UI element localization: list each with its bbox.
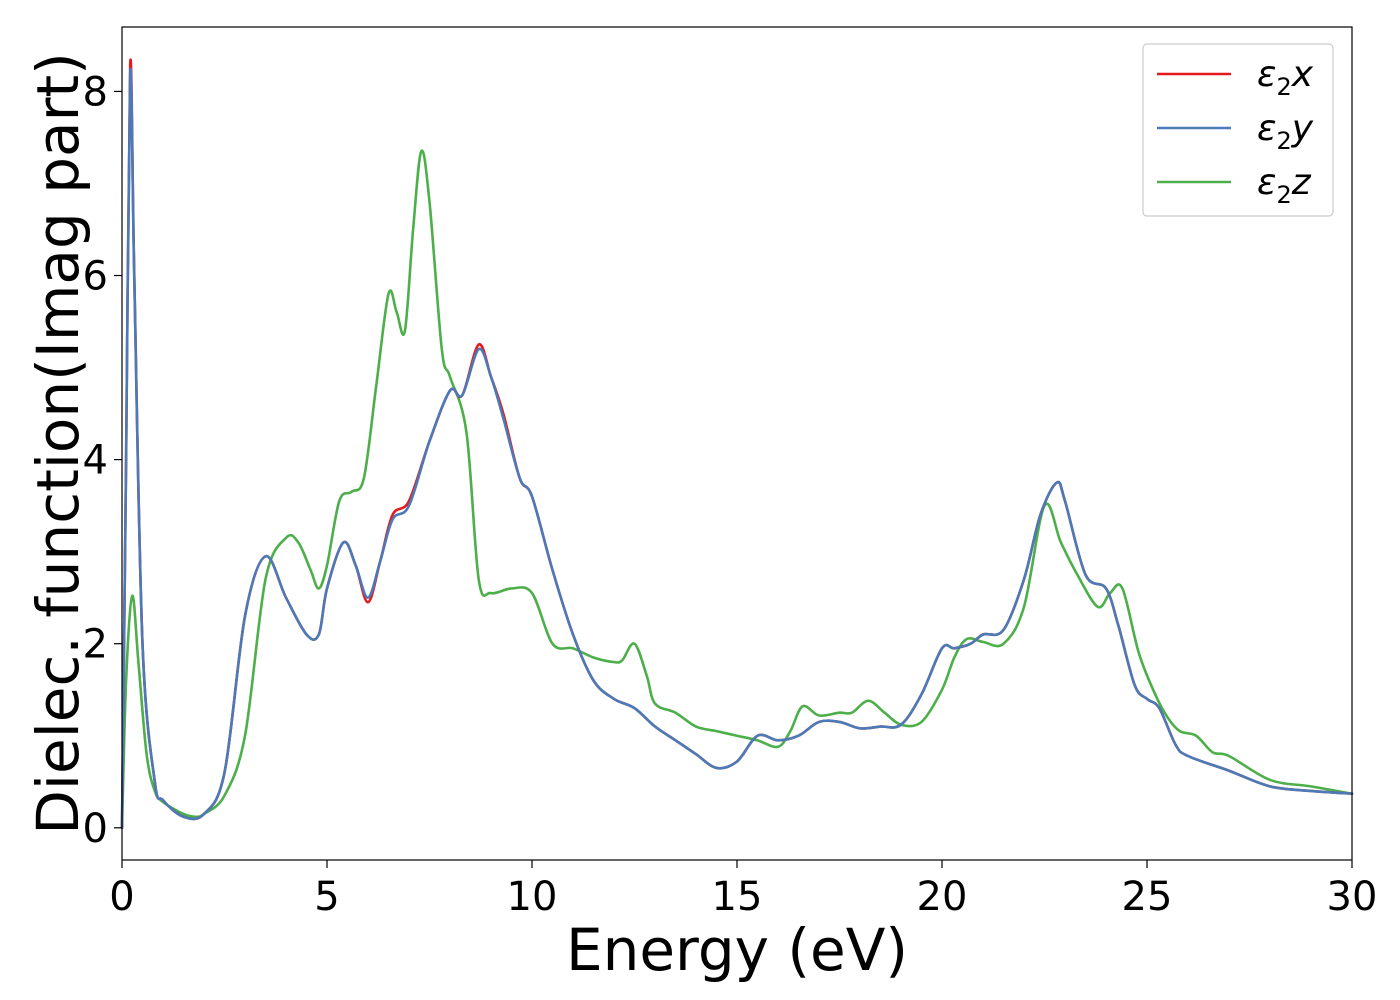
y-tick-label: 2: [83, 622, 108, 668]
x-tick-label: 15: [712, 874, 763, 920]
x-tick-label: 30: [1327, 874, 1378, 920]
x-tick-label: 25: [1122, 874, 1173, 920]
x-axis-title: Energy (eV): [566, 916, 908, 984]
legend-label-z: ε2z: [1257, 162, 1312, 209]
legend-label-x: ε2x: [1257, 54, 1314, 101]
series-line-z: [120, 149, 1354, 830]
x-axis: 0 5 10 15 20 25 30: [109, 860, 1377, 920]
series-layer: [120, 58, 1354, 830]
y-tick-label: 0: [83, 806, 108, 852]
y-tick-label: 6: [83, 254, 108, 300]
y-tick-label: 4: [83, 438, 108, 484]
y-axis-title: Dielec. function(Imag part): [24, 52, 92, 835]
legend-box: [1142, 43, 1334, 217]
series-line-y: [120, 67, 1354, 830]
legend: ε2x ε2y ε2z: [1142, 43, 1334, 217]
x-tick-label: 10: [507, 874, 558, 920]
x-tick-label: 20: [917, 874, 968, 920]
y-axis: 0 2 4 6 8: [83, 69, 122, 852]
x-tick-label: 5: [314, 874, 339, 920]
x-tick-label: 0: [109, 874, 134, 920]
y-tick-label: 8: [83, 69, 108, 115]
legend-label-y: ε2y: [1257, 108, 1314, 155]
